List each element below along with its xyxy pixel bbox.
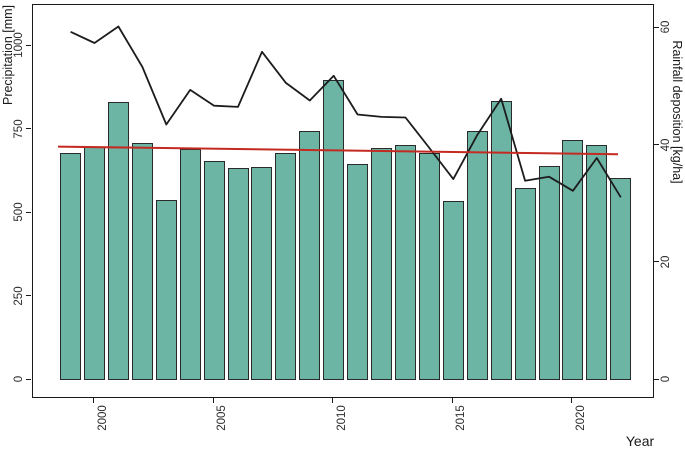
y-left-tick-label: 750 — [12, 118, 25, 139]
y-left-tick — [25, 44, 31, 46]
x-tick-label: 2015 — [455, 404, 468, 431]
bar-2003 — [155, 200, 177, 381]
y-right-tick-label: 60 — [659, 20, 672, 34]
x-tick — [93, 398, 95, 403]
x-tick-label: 2005 — [216, 404, 229, 431]
bar-2018 — [514, 188, 536, 381]
bar-2021 — [586, 145, 608, 381]
bar-2007 — [251, 166, 273, 381]
bar-2002 — [131, 142, 153, 381]
bar-2016 — [466, 130, 488, 381]
bar-2008 — [275, 153, 297, 381]
bar-2011 — [347, 164, 369, 381]
x-tick — [451, 398, 453, 403]
x-tick — [571, 398, 573, 403]
bar-1999 — [60, 152, 82, 381]
x-tick — [212, 398, 214, 403]
x-tick-label: 2010 — [335, 404, 348, 431]
y-left-tick — [25, 295, 31, 297]
y-left-tick — [25, 211, 31, 213]
bar-2014 — [418, 153, 440, 381]
x-tick-label: 2000 — [96, 404, 109, 431]
y-right-tick — [654, 26, 659, 28]
deposition-line — [70, 25, 622, 198]
lines-layer — [57, 25, 622, 198]
y-axis-left-title: Precipitation [mm] — [1, 4, 15, 106]
bar-2013 — [394, 145, 416, 381]
bar-2020 — [562, 139, 584, 381]
bar-2004 — [179, 149, 201, 381]
bar-2015 — [442, 201, 464, 381]
y-right-tick-label: 20 — [659, 255, 672, 269]
y-left-tick-label: 250 — [12, 286, 25, 306]
bar-2019 — [538, 166, 560, 381]
bar-2006 — [227, 168, 249, 381]
x-tick-label: 2020 — [574, 404, 587, 431]
y-right-tick — [654, 261, 659, 263]
y-left-tick — [25, 128, 31, 130]
bar-2012 — [371, 148, 393, 381]
y-right-tick — [654, 144, 659, 146]
y-left-tick — [25, 378, 31, 380]
y-left-tick-label: 500 — [12, 202, 25, 222]
x-tick — [332, 398, 334, 403]
x-axis-title: Year — [625, 433, 655, 449]
bar-2001 — [107, 101, 129, 381]
y-left-tick-label: 0 — [12, 376, 25, 383]
bar-2010 — [323, 80, 345, 381]
bar-2022 — [610, 177, 632, 381]
plot-panel — [32, 4, 654, 398]
bar-2005 — [203, 160, 225, 381]
bar-2009 — [299, 130, 321, 381]
trend-line — [57, 145, 619, 156]
y-right-tick-label: 0 — [659, 376, 672, 383]
y-axis-right-title: Rainfall deposition [kg/ha] — [670, 40, 684, 184]
y-right-tick — [654, 378, 659, 380]
